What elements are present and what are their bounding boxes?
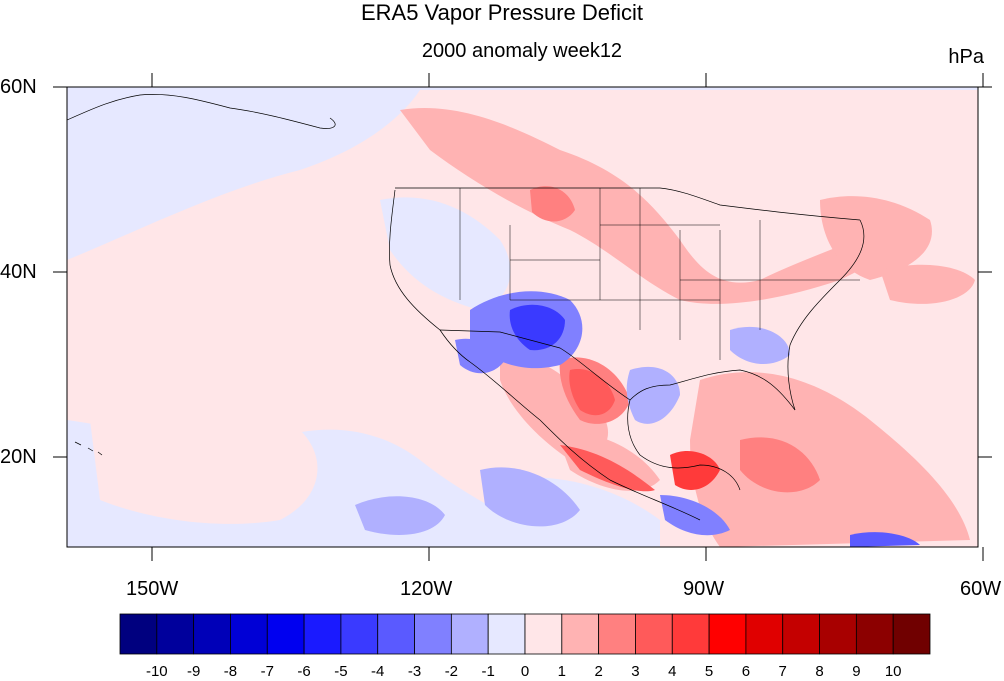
colorbar-tick-label: 6 xyxy=(742,663,750,680)
colorbar-tick-label: 10 xyxy=(885,663,902,680)
pos-anomaly-mid-pacific xyxy=(90,409,318,524)
pos-anomaly-northeast xyxy=(820,196,932,280)
state-lines xyxy=(459,188,860,360)
colorbar-tick-label: -8 xyxy=(224,663,237,680)
lat-label-40n: 40N xyxy=(0,261,37,283)
colorbar-tick-label: 3 xyxy=(631,663,639,680)
neg-anomaly-four-corners-core xyxy=(509,304,565,351)
colorbar-tick-label: -1 xyxy=(482,663,495,680)
pos-anomaly-gulf xyxy=(690,372,970,547)
colorbar-swatch xyxy=(708,613,747,655)
lon-label-150w: 150W xyxy=(126,578,179,600)
colorbar-swatch xyxy=(598,613,636,655)
neg-anomaly-louisiana xyxy=(626,366,680,424)
colorbar-swatch xyxy=(524,613,563,655)
colorbar-tick-label: -7 xyxy=(261,663,274,680)
neg-anomaly-east-pacific xyxy=(355,496,445,535)
lon-label-120w: 120W xyxy=(400,578,453,600)
colorbar-tick-label: 5 xyxy=(705,663,713,680)
colorbar-swatch xyxy=(487,613,526,655)
lat-label-20n: 20N xyxy=(0,446,37,468)
lon-label-90w: 90W xyxy=(683,578,725,600)
colorbar-swatch xyxy=(377,613,415,655)
pos-anomaly-west-band xyxy=(70,249,308,392)
map-frame xyxy=(66,86,979,548)
chart-title: ERA5 Vapor Pressure Deficit xyxy=(360,0,644,25)
map-boundaries xyxy=(67,94,865,521)
colorbar-swatch xyxy=(303,613,342,655)
alaska-coastline xyxy=(67,94,336,129)
colorbar-swatch xyxy=(745,613,784,655)
mexico-coast-west xyxy=(469,361,701,521)
mexico-us-border xyxy=(439,329,631,401)
map-panel xyxy=(67,87,978,547)
pos-anomaly-south-mexico xyxy=(560,445,655,492)
colorbar-tick-label: 9 xyxy=(852,663,860,680)
units-label: hPa xyxy=(948,46,984,68)
colorbar-swatch xyxy=(671,613,710,655)
colorbar-swatch xyxy=(230,613,268,655)
us-east-coast xyxy=(787,219,865,411)
lat-label-60n: 60N xyxy=(0,76,37,98)
colorbar-tick-label: 4 xyxy=(668,663,676,680)
colorbar-swatch xyxy=(892,613,931,655)
colorbar-tick-label: 0 xyxy=(521,663,529,680)
colorbar-tick-label: 1 xyxy=(558,663,566,680)
us-west-coast xyxy=(389,189,471,363)
colorbar: -10 -9 -8 -7 -6 -5 -4 -3 -2 -1 0 1 2 3 4 5 6 7 8 9 10 xyxy=(119,613,931,680)
hawaii-islands xyxy=(74,441,103,456)
pos-anomaly-northern-plains xyxy=(530,186,575,222)
colorbar-tick-label: 7 xyxy=(779,663,787,680)
neg-anomaly-pacific-coast xyxy=(660,495,730,536)
pos-anomaly-canada xyxy=(400,108,906,304)
colorbar-tick-label: -9 xyxy=(187,663,200,680)
colorbar-tick-label: -4 xyxy=(371,663,384,680)
neg-anomaly-southeast xyxy=(730,326,790,365)
mexico-coast-east xyxy=(627,399,741,491)
neg-anomaly-pacific-south xyxy=(480,467,580,527)
colorbar-swatch xyxy=(266,613,305,655)
map-ticks xyxy=(53,73,992,561)
canada-us-border xyxy=(395,187,861,221)
colorbar-swatch xyxy=(635,613,673,655)
lon-label-60w: 60W xyxy=(960,578,1002,600)
neg-anomaly-south-atlantic xyxy=(850,532,920,547)
colorbar-swatch xyxy=(782,613,820,655)
colorbar-tick-label: 8 xyxy=(815,663,823,680)
pos-anomaly-caribbean xyxy=(740,437,820,493)
colorbar-swatch xyxy=(414,613,452,655)
colorbar-swatch xyxy=(156,613,195,655)
colorbar-tick-label: -3 xyxy=(408,663,421,680)
gulf-coast xyxy=(629,369,796,411)
colorbar-swatch xyxy=(855,613,894,655)
pos-anomaly-yucatan xyxy=(670,450,720,490)
colorbar-swatch xyxy=(119,613,158,655)
colorbar-tick-label: -5 xyxy=(334,663,347,680)
colorbar-swatch xyxy=(819,613,857,655)
colorbar-swatch xyxy=(561,613,600,655)
chart-subtitle: 2000 anomaly week12 xyxy=(421,40,623,62)
pos-anomaly-atlantic xyxy=(880,264,975,304)
neg-anomaly-arizona xyxy=(455,338,505,374)
colorbar-tick-label: 2 xyxy=(594,663,602,680)
colorbar-tick-label: -6 xyxy=(297,663,310,680)
colorbar-swatch xyxy=(193,613,231,655)
neg-anomaly-southwest xyxy=(380,197,511,310)
colorbar-swatch xyxy=(450,613,489,655)
colorbar-swatch xyxy=(340,613,379,655)
anomaly-contours xyxy=(67,90,978,547)
colorbar-tick-label: -10 xyxy=(146,663,168,680)
colorbar-tick-label: -2 xyxy=(445,663,458,680)
